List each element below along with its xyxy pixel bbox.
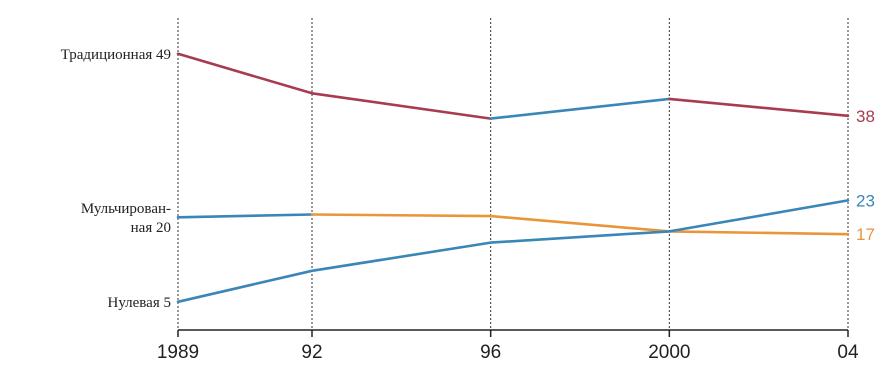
x-tick-label: 96: [480, 342, 501, 363]
gridlines: [177, 18, 849, 330]
x-tick-label: 2000: [648, 342, 690, 363]
series-segment-2: [489, 97, 671, 120]
series-segment-6: [176, 199, 850, 304]
start-label-3: Нулевая 5: [107, 295, 171, 311]
start-labels: Традиционная 49 Мульчирован-ная 20 Нулевая…: [61, 47, 171, 311]
start-label-line: Нулевая 5: [107, 295, 171, 311]
series-segment-3: [667, 97, 850, 118]
series-segment-5: [310, 213, 850, 236]
start-label-2: Мульчирован-ная 20: [81, 201, 171, 236]
start-label-line: ная 20: [131, 220, 171, 236]
start-label-line: Мульчирован-: [81, 201, 171, 217]
start-label-line: Традиционная 49: [61, 47, 171, 63]
end-label-3: 17: [856, 225, 875, 244]
x-axis: 1989 92 96 2000 04: [157, 329, 859, 363]
series-segment-4: [176, 213, 314, 219]
x-tick-label: 92: [301, 342, 322, 363]
end-label-1: 38: [856, 107, 875, 126]
x-tick-label: 1989: [157, 342, 199, 363]
end-label-2: 23: [856, 191, 875, 210]
series-segment-1: [176, 52, 493, 120]
end-labels: 38 23 17: [856, 107, 875, 244]
x-tick-label: 04: [837, 342, 859, 363]
series-lines: [176, 52, 850, 304]
start-label-1: Традиционная 49: [61, 47, 171, 63]
